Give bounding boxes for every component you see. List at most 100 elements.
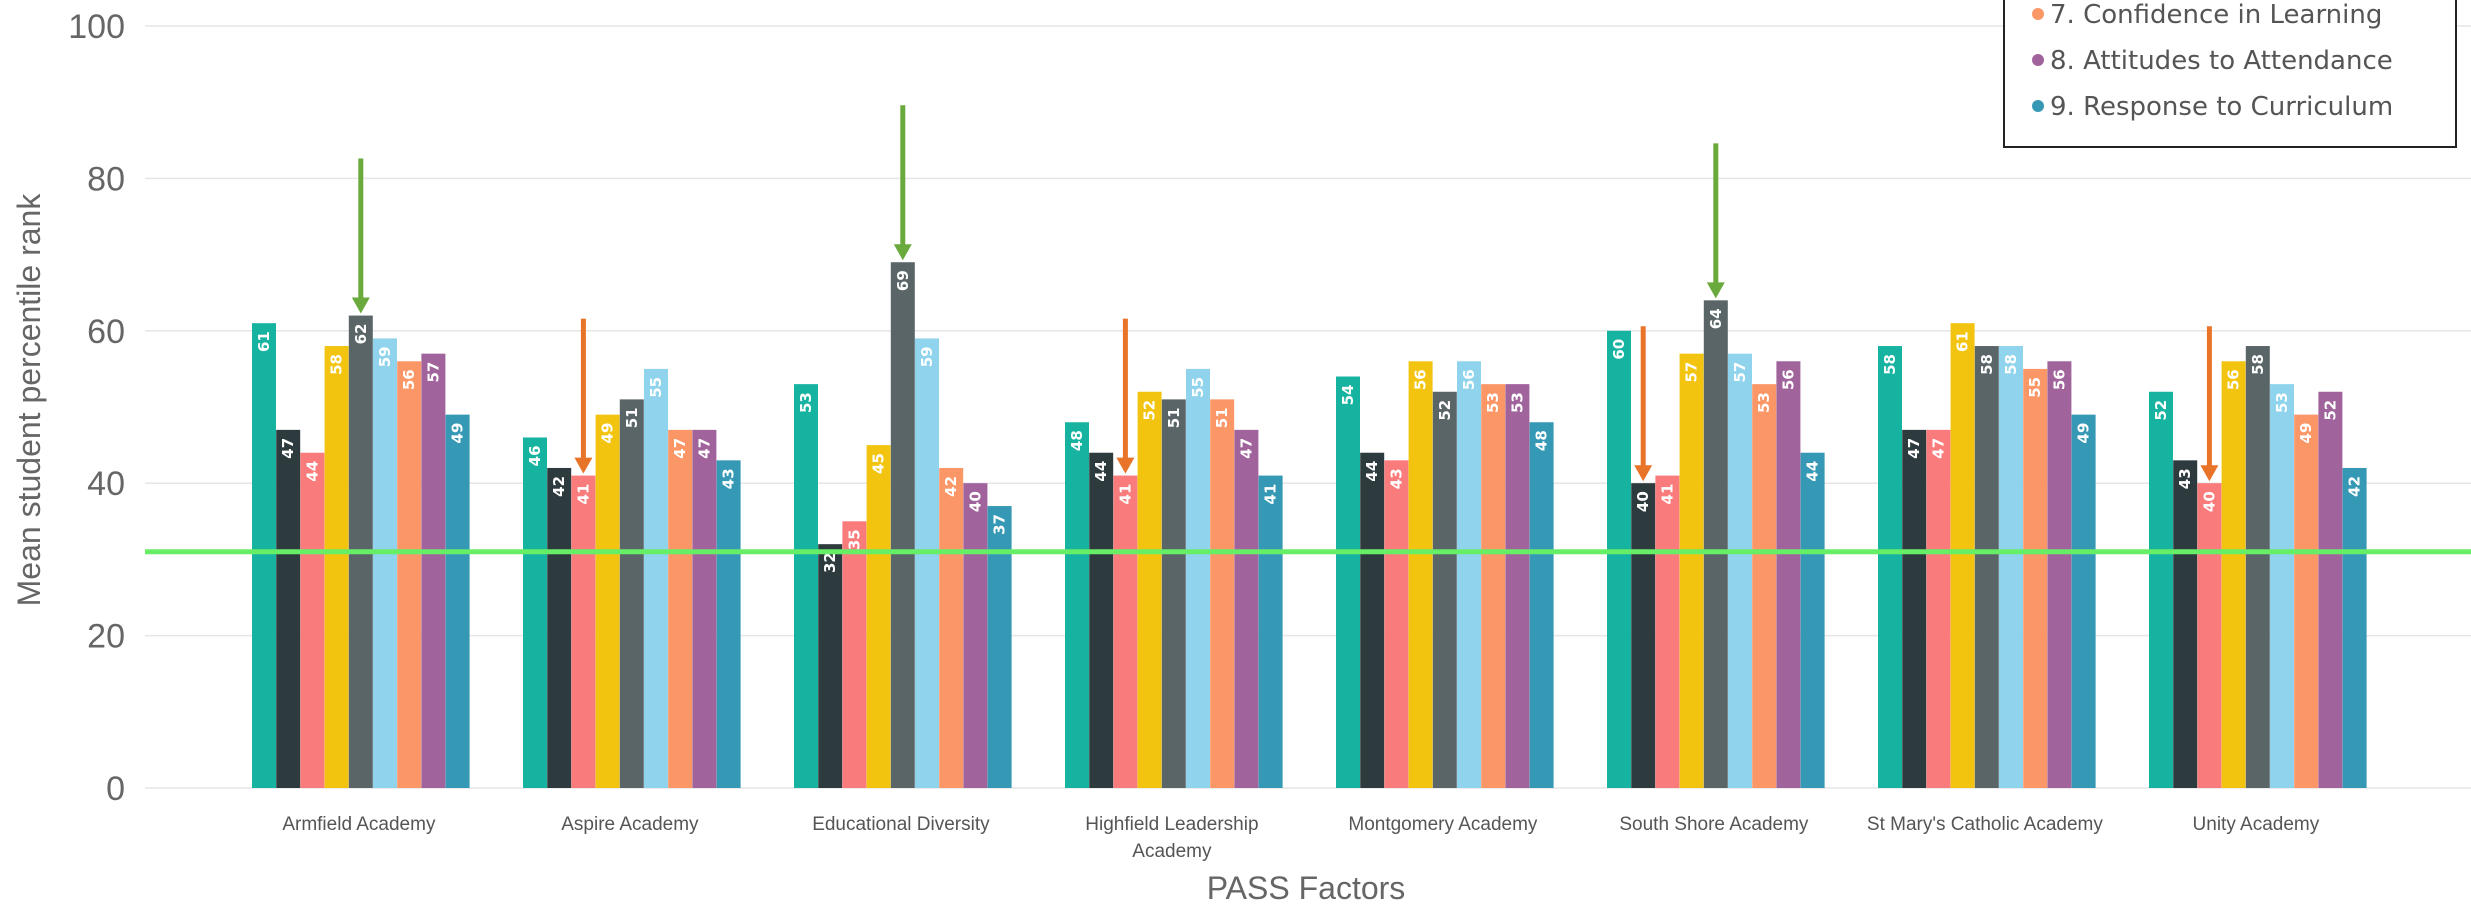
- y-tick-label: 0: [106, 770, 125, 808]
- bar-value-label: 44: [1092, 461, 1110, 482]
- bar-value-label: 48: [1533, 430, 1551, 451]
- bar-value-label: 44: [303, 461, 321, 482]
- x-tick-label: Aspire Academy: [561, 814, 699, 835]
- bar-group: 52 43 40 56 58 53 49 52 42: [2149, 346, 2367, 788]
- bar: [987, 506, 1012, 788]
- bar: [1089, 452, 1114, 788]
- bar: [692, 429, 717, 788]
- bar-value-label: 47: [1929, 438, 1947, 459]
- legend: 7. Confidence in Learning 8. Attitudes to…: [2003, 0, 2457, 148]
- bar: [1457, 361, 1481, 788]
- bar-value-label: 56: [2050, 369, 2068, 390]
- bar-value-label: 57: [1683, 362, 1701, 383]
- x-axis-title: PASS Factors: [1207, 870, 1406, 906]
- x-tick-label: Highfield Leadership: [1085, 814, 1258, 835]
- x-axis-ticks: Armfield Academy Aspire Academy Educationa…: [282, 814, 2319, 862]
- bar: [1679, 353, 1704, 788]
- bar: [1631, 483, 1656, 788]
- bar: [1607, 330, 1631, 788]
- bar: [2318, 391, 2343, 788]
- bar-group: 48 44 41 52 51 55 51 47 41: [1065, 368, 1283, 788]
- bar: [2071, 414, 2096, 788]
- bar-value-label: 56: [2225, 369, 2243, 390]
- bar-value-label: 44: [1363, 461, 1381, 482]
- bar: [324, 346, 349, 788]
- bar: [1999, 346, 2023, 788]
- bar: [1481, 384, 1506, 788]
- bar-value-label: 47: [1237, 438, 1255, 459]
- bar-value-label: 53: [1508, 392, 1526, 413]
- bar: [2245, 346, 2270, 788]
- bar: [915, 338, 939, 788]
- bar-value-label: 53: [2273, 392, 2291, 413]
- legend-box: [2003, 0, 2457, 148]
- bar-value-label: 54: [1339, 385, 1357, 406]
- bar: [1186, 368, 1210, 788]
- bar: [1258, 475, 1283, 788]
- arrow-down-annotation: [1116, 318, 1135, 474]
- bar-value-label: 58: [2002, 354, 2020, 375]
- bar-value-label: 46: [526, 445, 544, 466]
- legend-item: 7. Confidence in Learning: [2032, 0, 2382, 30]
- bar-value-label: 49: [2297, 423, 2315, 444]
- y-tick-label: 100: [68, 8, 125, 46]
- bar: [595, 414, 620, 788]
- bar: [300, 452, 325, 788]
- legend-swatch: [2032, 54, 2044, 66]
- bar-value-label: 60: [1610, 339, 1628, 360]
- bar-value-label: 56: [1779, 369, 1797, 390]
- bar: [1210, 399, 1235, 788]
- bar: [668, 429, 693, 788]
- bar-value-label: 55: [647, 377, 665, 398]
- bar: [818, 544, 843, 788]
- bar-value-label: 58: [328, 354, 346, 375]
- legend-label: 9. Response to Curriculum: [2050, 92, 2393, 122]
- bar-value-label: 43: [1387, 468, 1405, 489]
- bar-value-label: 32: [821, 552, 839, 573]
- bar-value-label: 55: [2026, 377, 2044, 398]
- bar-value-label: 44: [1804, 461, 1822, 482]
- bar: [2221, 361, 2246, 788]
- y-axis-title: Mean student percentile rank: [11, 193, 47, 607]
- bar-value-label: 55: [1189, 377, 1207, 398]
- legend-item: 8. Attitudes to Attendance: [2032, 46, 2393, 76]
- x-tick-label: Montgomery Academy: [1348, 814, 1538, 835]
- bar: [276, 429, 301, 788]
- bar-value-label: 59: [376, 346, 394, 367]
- x-tick-label: Academy: [1132, 841, 1212, 862]
- arrow-down-annotation: [1706, 143, 1725, 299]
- bar: [1384, 460, 1409, 788]
- bar: [1505, 384, 1530, 788]
- bar-value-label: 51: [1165, 407, 1183, 428]
- bar-value-label: 52: [2321, 400, 2339, 421]
- bar-group: 53 32 35 45 69 59 42 40 37: [794, 262, 1012, 789]
- bar-value-label: 58: [1881, 354, 1899, 375]
- bar: [2047, 361, 2072, 788]
- bar: [1432, 391, 1457, 788]
- bar-value-label: 42: [942, 476, 960, 497]
- legend-label: 8. Attitudes to Attendance: [2050, 46, 2393, 76]
- bar-group: 46 42 41 49 51 55 47 47 43: [523, 368, 741, 788]
- bar-value-label: 47: [695, 438, 713, 459]
- bar-value-label: 57: [1731, 362, 1749, 383]
- bar-value-label: 41: [1658, 484, 1676, 505]
- bar-group: 54 44 43 56 52 56 53 53 48: [1336, 361, 1554, 788]
- bar: [2294, 414, 2319, 788]
- bar-value-label: 56: [400, 369, 418, 390]
- bar: [421, 353, 446, 788]
- bar-value-label: 49: [449, 423, 467, 444]
- bar: [1974, 346, 1999, 788]
- bar-value-label: 43: [2176, 468, 2194, 489]
- bar: [445, 414, 470, 788]
- bar-value-label: 45: [870, 453, 888, 474]
- bar: [397, 361, 422, 788]
- bar-value-label: 40: [1634, 491, 1652, 512]
- bar-value-label: 51: [1213, 407, 1231, 428]
- y-tick-label: 60: [87, 313, 125, 351]
- bar: [1800, 452, 1825, 788]
- bar: [1113, 475, 1138, 788]
- legend-item: 9. Response to Curriculum: [2032, 92, 2393, 122]
- y-tick-label: 80: [87, 160, 125, 198]
- bar: [2023, 368, 2048, 788]
- bar-value-label: 58: [1978, 354, 1996, 375]
